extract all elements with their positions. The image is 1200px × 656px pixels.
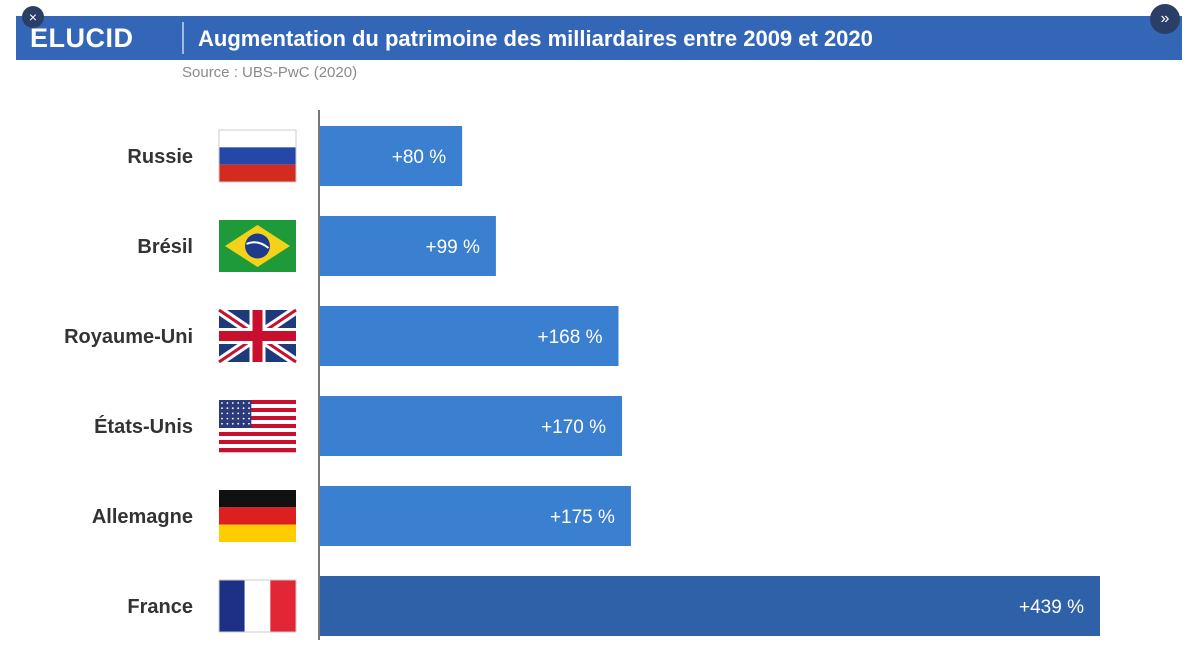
france-flag bbox=[218, 579, 297, 633]
chart-source: Source : UBS-PwC (2020) bbox=[182, 64, 358, 81]
close-icon[interactable]: × bbox=[22, 6, 44, 28]
category-label: France bbox=[127, 596, 193, 618]
chart-header: ELUCID Augmentation du patrimoine des mi… bbox=[16, 16, 1182, 60]
value-label: +170 % bbox=[541, 417, 606, 438]
bar bbox=[320, 396, 623, 456]
uk-flag bbox=[216, 306, 299, 366]
category-label: Allemagne bbox=[92, 506, 193, 528]
chart-title: Augmentation du patrimoine des milliarda… bbox=[198, 26, 873, 51]
value-label: +175 % bbox=[550, 507, 615, 528]
value-label: +168 % bbox=[538, 327, 603, 348]
category-label: Russie bbox=[127, 146, 193, 168]
category-label: États-Unis bbox=[94, 415, 193, 438]
brazil-flag bbox=[219, 220, 296, 272]
bar bbox=[320, 216, 496, 276]
category-label: Royaume-Uni bbox=[64, 326, 193, 348]
russia-flag bbox=[218, 129, 297, 183]
bar bbox=[320, 486, 631, 546]
next-icon[interactable]: » bbox=[1150, 4, 1180, 34]
value-label: +80 % bbox=[392, 147, 447, 168]
usa-flag bbox=[219, 400, 296, 453]
header-divider bbox=[182, 22, 184, 54]
brand-logo: ELUCID bbox=[30, 23, 134, 53]
bar bbox=[320, 306, 619, 366]
category-label: Brésil bbox=[137, 236, 193, 258]
value-label: +439 % bbox=[1019, 597, 1084, 618]
bar bbox=[320, 576, 1100, 636]
value-label: +99 % bbox=[425, 237, 480, 258]
germany-flag bbox=[219, 490, 296, 542]
bar bbox=[320, 126, 463, 186]
